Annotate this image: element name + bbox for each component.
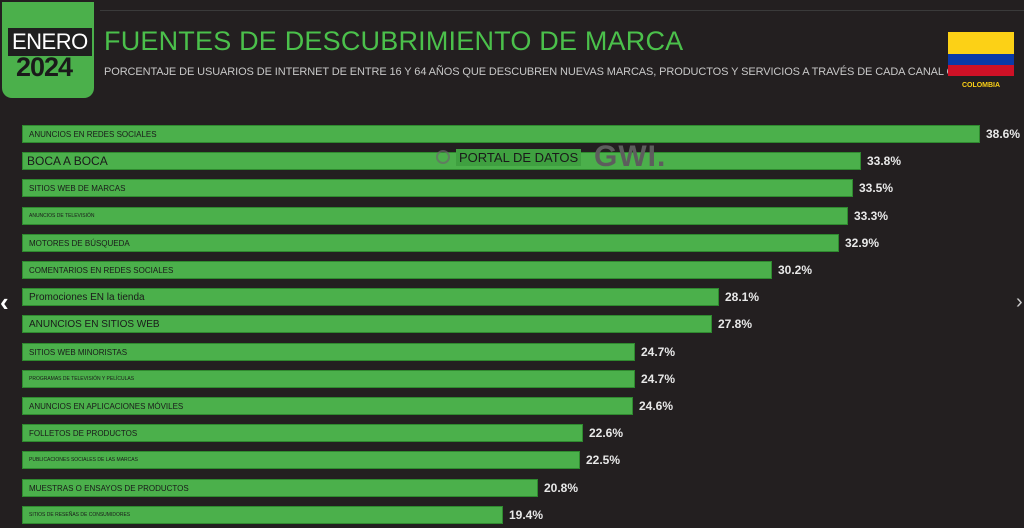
value-label: 38.6% bbox=[986, 127, 1021, 141]
value-label: 30.2% bbox=[778, 263, 813, 277]
bar-label: MOTORES DE BÚSQUEDA bbox=[29, 239, 130, 248]
value-label: 33.3% bbox=[854, 209, 889, 223]
colombia-flag-icon bbox=[948, 32, 1014, 76]
gwi-logo: GWI. bbox=[594, 140, 667, 173]
bar-label: SITIOS WEB DE MARCAS bbox=[29, 184, 126, 193]
bar-label: SITIOS DE RESEÑAS DE CONSUMIDORES bbox=[29, 512, 131, 518]
chevron-right-icon[interactable]: › bbox=[1016, 291, 1023, 313]
value-label: 24.7% bbox=[641, 345, 676, 359]
portal-de-datos-label: PORTAL DE DATOS bbox=[456, 149, 582, 166]
value-label: 24.6% bbox=[639, 399, 674, 413]
bar: MUESTRAS O ENSAYOS DE PRODUCTOS bbox=[22, 479, 538, 497]
bar: SITIOS WEB DE MARCAS bbox=[22, 179, 853, 197]
bar: ANUNCIOS DE TELEVISIÓN bbox=[22, 207, 848, 225]
value-label: 22.6% bbox=[589, 426, 624, 440]
bar-label: ANUNCIOS EN SITIOS WEB bbox=[29, 319, 160, 330]
country-label: COLOMBIA bbox=[961, 82, 1001, 89]
bar: ANUNCIOS EN APLICACIONES MÓVILES bbox=[22, 397, 633, 415]
value-label: 32.9% bbox=[845, 236, 880, 250]
bar-label: PROGRAMAS DE TELEVISIÓN Y PELÍCULAS bbox=[29, 376, 135, 382]
bar-label: ANUNCIOS EN REDES SOCIALES bbox=[29, 130, 157, 139]
chevron-left-icon[interactable]: ‹ bbox=[0, 287, 9, 317]
date-badge: ENERO 2024 bbox=[2, 2, 94, 98]
bar: SITIOS DE RESEÑAS DE CONSUMIDORES bbox=[22, 506, 503, 524]
bar-label: FOLLETOS DE PRODUCTOS bbox=[29, 429, 138, 438]
bar: ANUNCIOS EN SITIOS WEB bbox=[22, 315, 712, 333]
bar: Promociones EN la tienda bbox=[22, 288, 719, 306]
bar: PUBLICACIONES SOCIALES DE LAS MARCAS bbox=[22, 451, 580, 469]
bar-label: PUBLICACIONES SOCIALES DE LAS MARCAS bbox=[29, 457, 138, 463]
page-subtitle: PORCENTAJE DE USUARIOS DE INTERNET DE EN… bbox=[104, 66, 994, 78]
badge-month: ENERO bbox=[8, 28, 92, 56]
bar-label: COMENTARIOS EN REDES SOCIALES bbox=[29, 266, 174, 275]
top-divider bbox=[100, 10, 1024, 11]
gwi-watermark-icon bbox=[436, 150, 450, 164]
bar: ANUNCIOS EN REDES SOCIALES bbox=[22, 125, 980, 143]
value-label: 33.5% bbox=[859, 181, 894, 195]
value-label: 20.8% bbox=[544, 481, 579, 495]
value-label: 28.1% bbox=[725, 290, 760, 304]
bar-label: BOCA A BOCA bbox=[27, 154, 108, 168]
bar-label: ANUNCIOS EN APLICACIONES MÓVILES bbox=[29, 402, 184, 411]
bar: SITIOS WEB MINORISTAS bbox=[22, 343, 635, 361]
value-label: 27.8% bbox=[718, 317, 753, 331]
page-title: FUENTES DE DESCUBRIMIENTO DE MARCA bbox=[104, 26, 684, 56]
bar-label: MUESTRAS O ENSAYOS DE PRODUCTOS bbox=[29, 484, 189, 493]
badge-year: 2024 bbox=[16, 52, 73, 82]
bar: MOTORES DE BÚSQUEDA bbox=[22, 234, 839, 252]
bar: PROGRAMAS DE TELEVISIÓN Y PELÍCULAS bbox=[22, 370, 635, 388]
bar: COMENTARIOS EN REDES SOCIALES bbox=[22, 261, 772, 279]
bar-label: Promociones EN la tienda bbox=[29, 292, 145, 303]
bar: FOLLETOS DE PRODUCTOS bbox=[22, 424, 583, 442]
value-label: 19.4% bbox=[509, 508, 544, 522]
bar-label: SITIOS WEB MINORISTAS bbox=[29, 348, 128, 357]
value-label: 24.7% bbox=[641, 372, 676, 386]
bar-label: ANUNCIOS DE TELEVISIÓN bbox=[29, 213, 95, 219]
value-label: 33.8% bbox=[867, 154, 902, 168]
value-label: 22.5% bbox=[586, 453, 621, 467]
